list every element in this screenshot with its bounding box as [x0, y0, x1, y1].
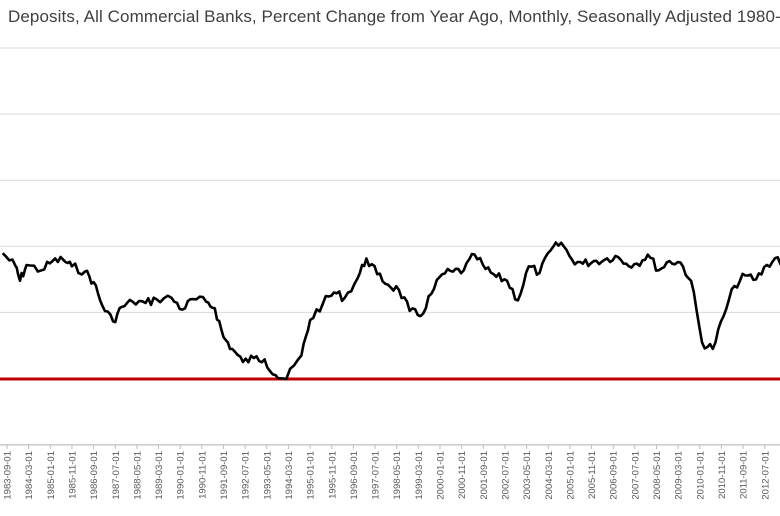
x-tick-label: 2000-11-01: [457, 451, 468, 499]
series-layer: [1, 241, 780, 381]
x-tick-label: 1999-03-01: [414, 451, 425, 500]
x-tick-label: 2005-01-01: [565, 451, 576, 500]
x-tick-label: 2005-11-01: [587, 451, 598, 499]
x-tick-label: 2010-11-01: [717, 451, 728, 499]
x-tick-label: 2007-07-01: [630, 451, 641, 500]
x-tick-label: 1997-07-01: [371, 451, 382, 500]
x-tick-label: 2001-09-01: [479, 451, 490, 500]
x-tick-label: 2010-01-01: [695, 451, 706, 500]
x-tick-label: 1998-05-01: [392, 451, 403, 500]
x-tick-label: 2012-07-01: [760, 451, 771, 500]
x-tick-label: 1995-11-01: [327, 451, 338, 499]
x-tick-label: 2002-07-01: [500, 451, 511, 500]
x-tick-label: 1990-01-01: [176, 451, 187, 500]
x-tick-label: 1985-11-01: [67, 451, 78, 499]
x-tick-label: 1991-09-01: [219, 451, 230, 500]
series-line: [1, 241, 780, 381]
x-tick-label: 2006-09-01: [609, 451, 620, 500]
x-tick-label: 1996-09-01: [349, 451, 360, 500]
x-tick-label: 2008-05-01: [652, 451, 663, 500]
x-tick-label: 1993-05-01: [262, 451, 273, 500]
x-tick-label: 1986-09-01: [89, 451, 100, 500]
x-tick-label: 2009-03-01: [674, 451, 685, 500]
x-tick-label: 1995-01-01: [306, 451, 317, 500]
x-tick-label: 1989-03-01: [154, 451, 165, 500]
x-tick-label: 1992-07-01: [241, 451, 252, 500]
x-tick-label: 1988-05-01: [132, 451, 143, 500]
x-axis: 1983-09-01 1984-03-01 1985-01-01 1985-11-01…: [0, 444, 780, 500]
x-tick-label: 2003-05-01: [522, 451, 533, 500]
x-tick-label: 1987-07-01: [111, 451, 122, 500]
x-tick-label: 1983-09-01: [3, 451, 14, 500]
x-tick-label: 1985-01-01: [46, 451, 57, 500]
x-tick-label: 2000-01-01: [436, 451, 447, 500]
x-tick-label: 1990-11-01: [197, 451, 208, 499]
x-tick-label: 2011-09-01: [739, 451, 750, 499]
x-tick-label: 1994-03-01: [284, 451, 295, 500]
x-tick-label: 1984-03-01: [24, 451, 35, 500]
x-tick-label: 2004-03-01: [544, 451, 555, 500]
chart-title: Deposits, All Commercial Banks, Percent …: [8, 7, 780, 26]
gridlines: [0, 47, 780, 446]
